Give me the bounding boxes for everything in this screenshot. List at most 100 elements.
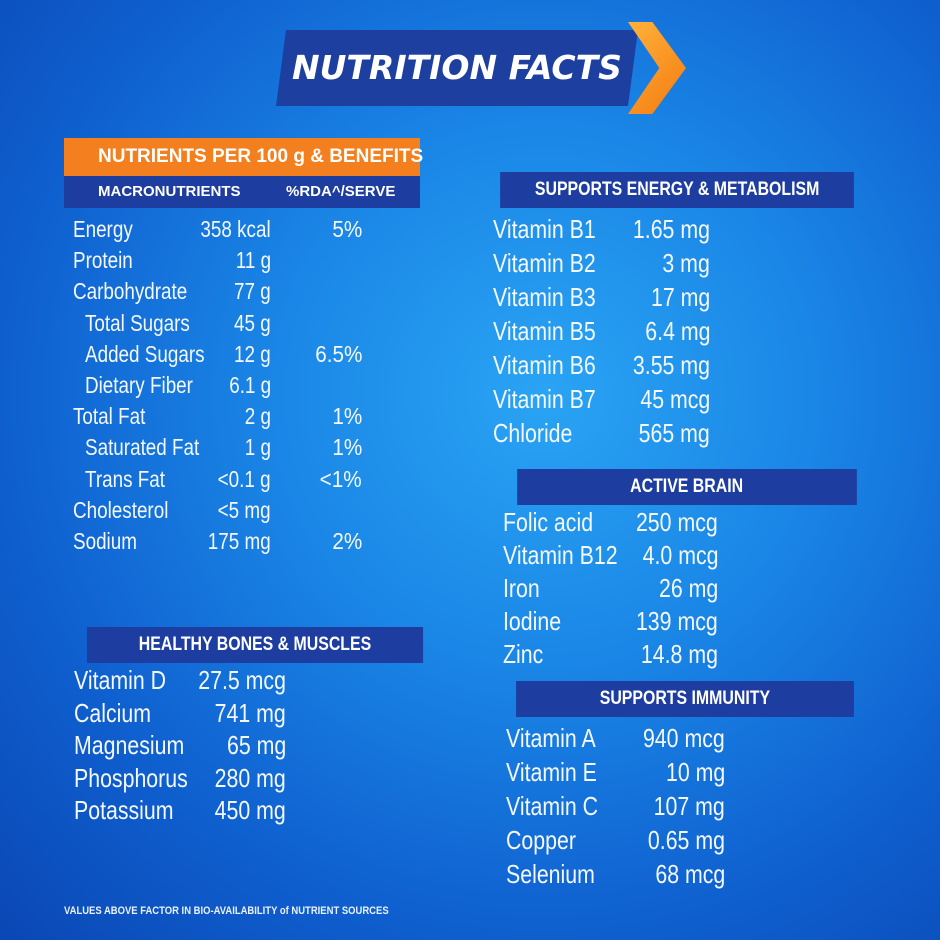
bones-value: 280 mg — [214, 762, 286, 793]
macronutrient-row: Carbohydrate 77 g — [64, 276, 384, 307]
immunity-value: 107 mg — [653, 791, 725, 821]
macronutrient-row: Sodium 175 mg 2% — [64, 526, 384, 557]
bones-name: Vitamin D — [74, 665, 167, 695]
immunity-name: Vitamin C — [506, 791, 599, 821]
macronutrient-name: Trans Fat — [85, 465, 166, 492]
immunity-value: 10 mg — [665, 757, 725, 787]
energy-name: Chloride — [493, 418, 573, 448]
brain-value: 250 mcg — [636, 507, 718, 537]
bones-name: Phosphorus — [74, 762, 188, 793]
energy-name: Vitamin B6 — [493, 350, 596, 380]
title-banner: NUTRITION FACTS — [276, 22, 696, 114]
macronutrient-value: 175 mg — [208, 528, 271, 554]
nutrients-header: NUTRIENTS PER 100 g & BENEFITS — [64, 138, 423, 176]
energy-row: Vitamin B2 3 mg — [493, 247, 710, 280]
immunity-name: Vitamin A — [506, 723, 596, 753]
immunity-value: 68 mcg — [655, 859, 725, 889]
brain-value: 26 mg — [658, 573, 718, 603]
energy-value: 3 mg — [662, 248, 710, 278]
brain-value: 4.0 mcg — [642, 540, 718, 570]
immunity-row: Vitamin A 940 mcg — [506, 722, 725, 755]
bones-row: Potassium 450 mg — [74, 794, 286, 827]
energy-value: 6.4 mg — [644, 316, 710, 346]
macronutrient-value: 6.1 g — [229, 372, 271, 398]
macronutrient-rda: 1% — [332, 403, 362, 430]
macronutrient-name: Added Sugars — [85, 340, 205, 367]
bones-row: Vitamin D 27.5 mcg — [74, 664, 286, 697]
macronutrient-value: 1 g — [244, 434, 271, 461]
bones-name: Calcium — [74, 697, 152, 728]
macro-column-name: MACRONUTRIENTS — [98, 183, 241, 200]
brain-value: 14.8 mg — [640, 639, 718, 669]
energy-row: Vitamin B1 1.65 mg — [493, 213, 710, 246]
immunity-name: Vitamin E — [506, 757, 597, 787]
macronutrient-name: Total Sugars — [85, 309, 190, 336]
bones-row: Magnesium 65 mg — [74, 729, 286, 762]
bones-row: Phosphorus 280 mg — [74, 762, 286, 795]
energy-row: Chloride 565 mg — [493, 417, 710, 450]
energy-value: 1.65 mg — [632, 214, 710, 244]
immunity-row: Vitamin E 10 mg — [506, 756, 725, 789]
page-title: NUTRITION FACTS — [292, 48, 622, 87]
brain-row: Iron 26 mg — [503, 572, 718, 605]
macronutrient-rda: 5% — [332, 216, 362, 242]
bones-value: 27.5 mcg — [198, 665, 286, 695]
brain-name: Iodine — [503, 606, 562, 636]
macronutrient-rda: 2% — [332, 528, 362, 554]
section-bar-immunity: SUPPORTS IMMUNITY — [516, 681, 854, 717]
macronutrient-value: <0.1 g — [218, 465, 271, 492]
macronutrient-name: Saturated Fat — [85, 434, 200, 461]
immunity-name: Selenium — [506, 859, 595, 889]
bones-name: Potassium — [74, 795, 174, 825]
macronutrient-name: Carbohydrate — [73, 278, 188, 305]
macronutrient-value: 11 g — [235, 247, 271, 274]
bones-value: 741 mg — [214, 697, 286, 728]
energy-row: Vitamin B5 6.4 mg — [493, 315, 710, 348]
immunity-value: 940 mcg — [643, 723, 725, 753]
footnote: VALUES ABOVE FACTOR IN BIO-AVAILABILITY … — [64, 905, 389, 917]
section-bar-bones: HEALTHY BONES & MUSCLES — [86, 627, 424, 663]
energy-value: 45 mcg — [640, 384, 710, 414]
macronutrient-value: 358 kcal — [200, 216, 271, 242]
bones-row: Calcium 741 mg — [74, 697, 286, 730]
macronutrient-value: 2 g — [244, 403, 271, 430]
immunity-name: Copper — [506, 825, 576, 855]
macronutrient-rda: 1% — [332, 434, 362, 461]
macronutrient-row: Dietary Fiber 6.1 g — [64, 370, 384, 401]
bones-value: 450 mg — [214, 795, 286, 825]
energy-value: 17 mg — [650, 282, 710, 312]
section-bar-energy: SUPPORTS ENERGY & METABOLISM — [500, 172, 854, 208]
macronutrient-row: Total Sugars 45 g — [64, 308, 384, 339]
immunity-value: 0.65 mg — [647, 825, 725, 855]
section-title-immunity: SUPPORTS IMMUNITY — [599, 688, 771, 709]
immunity-row: Selenium 68 mcg — [506, 858, 725, 891]
brain-value: 139 mcg — [636, 606, 718, 636]
macronutrient-rda: <1% — [319, 465, 362, 492]
brain-name: Folic acid — [503, 507, 594, 537]
brain-row: Iodine 139 mcg — [503, 605, 718, 638]
macronutrient-name: Dietary Fiber — [85, 372, 193, 398]
brain-name: Vitamin B12 — [503, 540, 618, 570]
macronutrient-row: Saturated Fat 1 g 1% — [64, 432, 384, 463]
brain-row: Zinc 14.8 mg — [503, 638, 718, 671]
energy-value: 565 mg — [638, 418, 710, 448]
macronutrient-name: Sodium — [73, 528, 137, 554]
macronutrient-row: Protein 11 g — [64, 245, 384, 276]
brain-row: Vitamin B12 4.0 mcg — [503, 539, 718, 572]
immunity-row: Vitamin C 107 mg — [506, 790, 725, 823]
macronutrient-row: Energy 358 kcal 5% — [64, 214, 384, 245]
energy-name: Vitamin B5 — [493, 316, 596, 346]
section-title-bones: HEALTHY BONES & MUSCLES — [138, 634, 372, 655]
macronutrient-value: <5 mg — [218, 496, 271, 523]
immunity-row: Copper 0.65 mg — [506, 824, 725, 857]
energy-name: Vitamin B3 — [493, 282, 596, 312]
section-bar-brain: ACTIVE BRAIN — [517, 469, 857, 505]
title-box — [276, 30, 638, 106]
macronutrient-name: Protein — [73, 247, 133, 274]
macro-column-header: MACRONUTRIENTS %RDA^/SERVE — [64, 176, 420, 208]
macronutrient-value: 45 g — [234, 309, 271, 336]
brain-name: Iron — [503, 573, 540, 603]
macronutrient-value: 77 g — [234, 278, 271, 305]
energy-name: Vitamin B2 — [493, 248, 596, 278]
bones-name: Magnesium — [74, 730, 185, 760]
